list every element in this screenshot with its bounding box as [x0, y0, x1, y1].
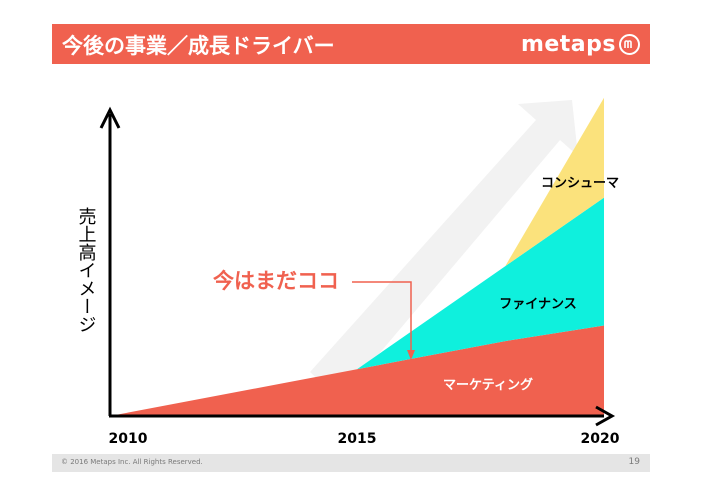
brand-name: metaps: [520, 31, 616, 57]
metaps-m-logo-icon: [619, 33, 640, 55]
page-number: 19: [628, 457, 640, 467]
series-label-finance: ファイナンス: [499, 297, 576, 312]
callout-connector: [352, 281, 415, 360]
growth-arrow-shape: [310, 100, 578, 400]
x-tick-label: 2010: [109, 431, 148, 447]
brand-logo: metaps: [521, 31, 640, 57]
series-label-consumer: コンシューマ: [541, 176, 619, 191]
marketing-area: [110, 325, 604, 416]
header-bar: 今後の事業／成長ドライバー metaps: [52, 24, 650, 64]
y-axis-label: 売上高イメージ: [76, 207, 97, 333]
x-tick-label: 2020: [581, 431, 620, 447]
copyright-text: © 2016 Metaps Inc. All Rights Reserved.: [61, 458, 203, 466]
series-label-marketing: マーケティング: [443, 377, 533, 393]
footer-bar: © 2016 Metaps Inc. All Rights Reserved. …: [52, 454, 650, 472]
callout-label: 今はまだココ: [213, 269, 339, 293]
chart-axes: [99, 106, 616, 427]
finance-area: [110, 197, 604, 416]
slide-title: 今後の事業／成長ドライバー: [62, 34, 335, 58]
x-tick-label: 2015: [338, 431, 377, 447]
